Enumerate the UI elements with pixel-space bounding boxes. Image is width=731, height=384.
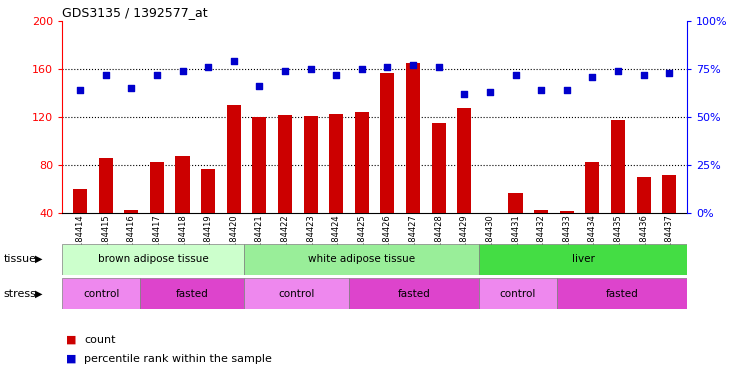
Bar	[637, 177, 651, 213]
Text: fasted: fasted	[606, 289, 638, 299]
Bar	[662, 175, 676, 213]
Point	[637, 72, 649, 78]
Text: liver: liver	[572, 254, 594, 264]
Text: count: count	[84, 335, 115, 345]
Bar	[479, 278, 557, 309]
Bar	[124, 210, 138, 213]
Point	[382, 64, 393, 70]
Text: control: control	[279, 289, 315, 299]
Bar	[483, 213, 497, 215]
Bar	[150, 162, 164, 213]
Text: ■: ■	[66, 354, 76, 364]
Point	[663, 70, 675, 76]
Bar	[534, 210, 548, 213]
Bar	[557, 278, 687, 309]
Bar	[244, 244, 479, 275]
Bar	[560, 211, 574, 213]
Point	[484, 89, 496, 95]
Bar	[586, 162, 599, 213]
Bar	[355, 112, 369, 213]
Text: fasted: fasted	[176, 289, 209, 299]
Point	[561, 87, 572, 93]
Bar	[227, 105, 240, 213]
Bar	[99, 158, 113, 213]
Text: control: control	[500, 289, 536, 299]
Text: percentile rank within the sample: percentile rank within the sample	[84, 354, 272, 364]
Text: white adipose tissue: white adipose tissue	[308, 254, 415, 264]
Point	[535, 87, 547, 93]
Point	[202, 64, 214, 70]
Bar	[244, 278, 349, 309]
Point	[433, 64, 444, 70]
Point	[586, 74, 598, 80]
Point	[305, 66, 317, 72]
Point	[75, 87, 86, 93]
Point	[228, 58, 240, 65]
Bar	[479, 244, 687, 275]
Bar	[509, 193, 523, 213]
Bar	[252, 117, 266, 213]
Point	[100, 72, 112, 78]
Bar	[201, 169, 215, 213]
Text: GDS3135 / 1392577_at: GDS3135 / 1392577_at	[62, 5, 208, 18]
Bar	[431, 123, 446, 213]
Bar	[175, 156, 189, 213]
Point	[510, 72, 521, 78]
Bar	[62, 278, 140, 309]
Point	[407, 62, 419, 68]
Point	[612, 68, 624, 74]
Bar	[380, 73, 395, 213]
Point	[279, 68, 291, 74]
Bar	[73, 189, 87, 213]
Bar	[303, 116, 318, 213]
Bar	[611, 119, 625, 213]
Bar	[140, 278, 244, 309]
Bar	[278, 115, 292, 213]
Text: tissue: tissue	[4, 254, 37, 264]
Text: fasted: fasted	[398, 289, 430, 299]
Bar	[406, 63, 420, 213]
Text: ■: ■	[66, 335, 76, 345]
Bar	[62, 244, 244, 275]
Text: ▶: ▶	[35, 254, 42, 264]
Point	[151, 72, 163, 78]
Bar	[458, 108, 471, 213]
Point	[177, 68, 189, 74]
Text: brown adipose tissue: brown adipose tissue	[98, 254, 208, 264]
Text: ▶: ▶	[35, 289, 42, 299]
Point	[330, 72, 342, 78]
Point	[356, 66, 368, 72]
Text: control: control	[83, 289, 119, 299]
Bar	[349, 278, 479, 309]
Point	[254, 83, 265, 89]
Text: stress: stress	[4, 289, 37, 299]
Point	[126, 85, 137, 91]
Bar	[329, 114, 344, 213]
Point	[458, 91, 470, 97]
